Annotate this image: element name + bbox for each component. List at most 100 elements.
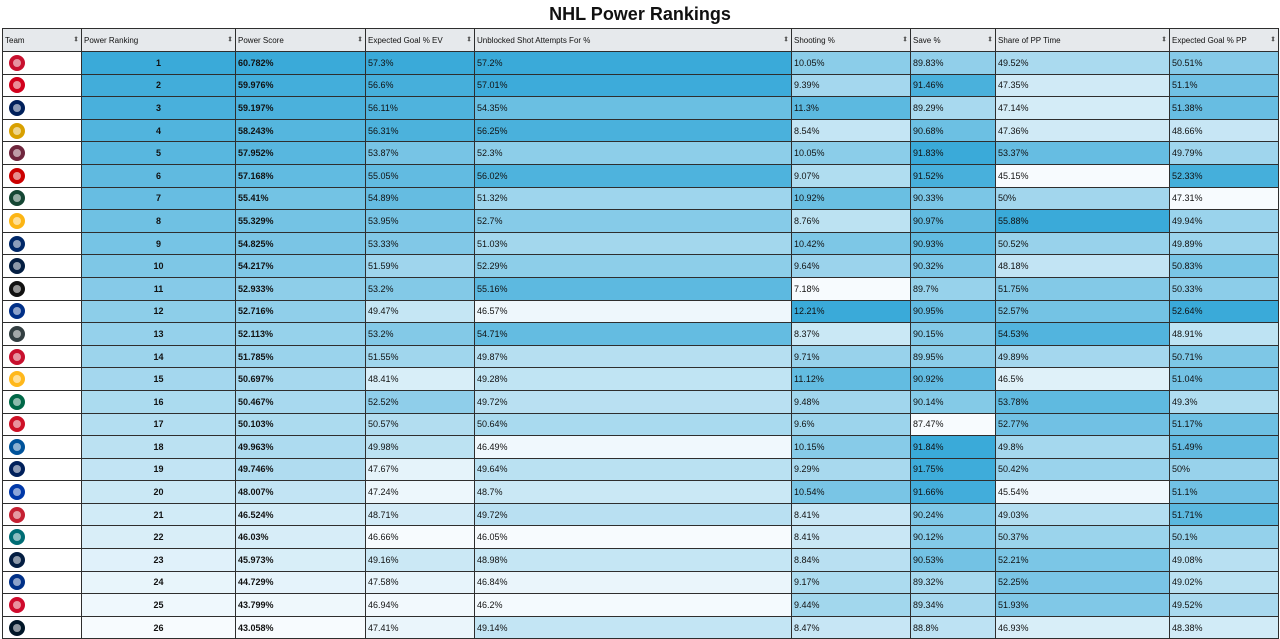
table-row[interactable]: 14 51.785% 51.55% 49.87% 9.71% 89.95% 49.89% 50… [2,344,1279,369]
score-cell: 50.103% [235,412,366,437]
sh-cell: 7.18% [791,276,911,301]
column-header-xg_ev[interactable]: Expected Goal % EV ⬍ [365,28,475,52]
table-row[interactable]: 26 43.058% 47.41% 49.14% 8.47% 88.8% 46.93% 48.… [2,615,1279,639]
score-cell: 58.243% [235,118,366,143]
xg-ev-cell: 56.31% [365,118,475,143]
xg-pp-cell: 52.64% [1169,299,1279,324]
xg-pp-cell: 49.08% [1169,548,1279,572]
table-row[interactable]: 13 52.113% 53.2% 54.71% 8.37% 90.15% 54.53% 48.… [2,322,1279,346]
sort-arrows-icon[interactable]: ⬍ [902,36,908,44]
xg-pp-cell: 50.71% [1169,344,1279,369]
dallas-stars-logo-icon [9,393,25,410]
usa-cell: 51.03% [474,231,792,256]
table-header-row: Team ⬍ Power Ranking ⬍ Power Score ⬍ Expected … [2,28,1279,52]
column-header-rank[interactable]: Power Ranking ⬍ [81,28,236,52]
table-row[interactable]: 15 50.697% 48.41% 49.28% 11.12% 90.92% 46.5% 51… [2,367,1279,391]
column-header-label: Expected Goal % PP [1172,35,1247,45]
power-ranking-cell: 17 [81,412,236,437]
xg-ev-cell: 47.67% [365,457,475,482]
table-row[interactable]: 12 52.716% 49.47% 46.57% 12.21% 90.95% 52.57% 5… [2,299,1279,324]
sort-arrows-icon[interactable]: ⬍ [783,36,789,44]
table-row[interactable]: 5 57.952% 53.87% 52.3% 10.05% 91.83% 53.37% 49.… [2,141,1279,165]
sh-cell: 8.37% [791,322,911,346]
sort-arrows-icon[interactable]: ⬍ [1161,36,1167,44]
sort-arrows-icon[interactable]: ⬍ [73,36,79,44]
table-row[interactable]: 23 45.973% 49.16% 48.98% 8.84% 90.53% 52.21% 49… [2,548,1279,572]
boston-bruins-logo-icon [9,122,25,139]
sh-cell: 10.15% [791,435,911,459]
xg-ev-cell: 54.89% [365,186,475,211]
sv-cell: 90.92% [910,367,996,391]
table-row[interactable]: 17 50.103% 50.57% 50.64% 9.6% 87.47% 52.77% 51.… [2,412,1279,437]
table-row[interactable]: 7 55.41% 54.89% 51.32% 10.92% 90.33% 50% 47.31% [2,186,1279,211]
table-row[interactable]: 4 58.243% 56.31% 56.25% 8.54% 90.68% 47.36% 48.… [2,118,1279,143]
team-cell [2,73,82,98]
st-louis-blues-logo-icon [9,303,25,320]
xg-pp-cell: 49.89% [1169,231,1279,256]
column-header-sh[interactable]: Shooting % ⬍ [791,28,911,52]
xg-pp-cell: 49.02% [1169,570,1279,595]
column-header-xg_pp[interactable]: Expected Goal % PP ⬍ [1169,28,1279,52]
table-row[interactable]: 1 60.782% 57.3% 57.2% 10.05% 89.83% 49.52% 50.5… [2,51,1279,75]
sort-arrows-icon[interactable]: ⬍ [1270,36,1276,44]
column-header-team[interactable]: Team ⬍ [2,28,82,52]
pp-time-cell: 49.52% [995,51,1170,75]
sv-cell: 90.15% [910,322,996,346]
table-row[interactable]: 22 46.03% 46.66% 46.05% 8.41% 90.12% 50.37% 50.… [2,525,1279,550]
score-cell: 45.973% [235,548,366,572]
table-row[interactable]: 10 54.217% 51.59% 52.29% 9.64% 90.32% 48.18% 50… [2,254,1279,278]
usa-cell: 56.02% [474,163,792,188]
pp-time-cell: 53.78% [995,389,1170,414]
xg-ev-cell: 48.71% [365,502,475,527]
team-cell [2,548,82,572]
table-row[interactable]: 25 43.799% 46.94% 46.2% 9.44% 89.34% 51.93% 49.… [2,593,1279,617]
calgary-flames-logo-icon [9,77,25,94]
table-row[interactable]: 16 50.467% 52.52% 49.72% 9.48% 90.14% 53.78% 49… [2,389,1279,414]
table-row[interactable]: 18 49.963% 49.98% 46.49% 10.15% 91.84% 49.8% 51… [2,435,1279,459]
team-cell [2,141,82,165]
table-row[interactable]: 3 59.197% 56.11% 54.35% 11.3% 89.29% 47.14% 51.… [2,96,1279,120]
xg-ev-cell: 49.98% [365,435,475,459]
column-header-sv[interactable]: Save % ⬍ [910,28,996,52]
table-row[interactable]: 24 44.729% 47.58% 46.84% 9.17% 89.32% 52.25% 49… [2,570,1279,595]
table-row[interactable]: 2 59.976% 56.6% 57.01% 9.39% 91.46% 47.35% 51.1… [2,73,1279,98]
team-cell [2,593,82,617]
table-row[interactable]: 11 52.933% 53.2% 55.16% 7.18% 89.7% 51.75% 50.3… [2,276,1279,301]
pp-time-cell: 50.37% [995,525,1170,550]
sv-cell: 90.95% [910,299,996,324]
sort-arrows-icon[interactable]: ⬍ [987,36,993,44]
power-ranking-cell: 11 [81,276,236,301]
sh-cell: 8.41% [791,525,911,550]
column-header-usa[interactable]: Unblocked Shot Attempts For % ⬍ [474,28,792,52]
sv-cell: 90.14% [910,389,996,414]
table-row[interactable]: 21 46.524% 48.71% 49.72% 8.41% 90.24% 49.03% 51… [2,502,1279,527]
table-row[interactable]: 8 55.329% 53.95% 52.7% 8.76% 90.97% 55.88% 49.9… [2,209,1279,233]
score-cell: 52.113% [235,322,366,346]
table-row[interactable]: 9 54.825% 53.33% 51.03% 10.42% 90.93% 50.52% 49… [2,231,1279,256]
score-cell: 43.799% [235,593,366,617]
power-ranking-cell: 23 [81,548,236,572]
column-header-score[interactable]: Power Score ⬍ [235,28,366,52]
power-ranking-cell: 8 [81,209,236,233]
table-row[interactable]: 6 57.168% 55.05% 56.02% 9.07% 91.52% 45.15% 52.… [2,163,1279,188]
xg-ev-cell: 53.95% [365,209,475,233]
toronto-maple-leafs-logo-icon [9,99,25,116]
column-header-label: Team [5,35,25,45]
winnipeg-jets-logo-icon [9,551,25,568]
pp-time-cell: 49.89% [995,344,1170,369]
table-row[interactable]: 19 49.746% 47.67% 49.64% 9.29% 91.75% 50.42% 50… [2,457,1279,482]
sh-cell: 9.44% [791,593,911,617]
column-header-pp_time[interactable]: Share of PP Time ⬍ [995,28,1170,52]
pp-time-cell: 49.8% [995,435,1170,459]
sort-arrows-icon[interactable]: ⬍ [357,36,363,44]
power-ranking-cell: 25 [81,593,236,617]
team-cell [2,276,82,301]
table-body: 1 60.782% 57.3% 57.2% 10.05% 89.83% 49.52% 50.5… [2,51,1279,639]
xg-ev-cell: 52.52% [365,389,475,414]
sort-arrows-icon[interactable]: ⬍ [466,36,472,44]
sort-arrows-icon[interactable]: ⬍ [227,36,233,44]
sv-cell: 89.83% [910,51,996,75]
team-cell [2,51,82,75]
pp-time-cell: 50% [995,186,1170,211]
table-row[interactable]: 20 48.007% 47.24% 48.7% 10.54% 91.66% 45.54% 51… [2,480,1279,504]
